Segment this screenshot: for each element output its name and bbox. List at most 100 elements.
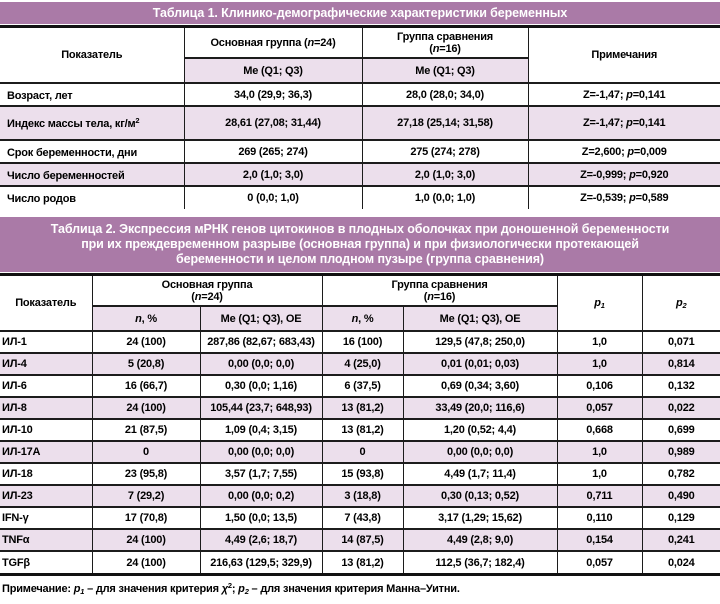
- t2-n2: 0: [321, 440, 404, 464]
- t2-n2: 13 (81,2): [321, 550, 404, 573]
- t2-p1: 0,106: [556, 374, 643, 398]
- t2-header-p2: p2: [641, 276, 720, 332]
- table-row: ИЛ-1 24 (100) 287,86 (82,67; 683,43) 16 …: [0, 330, 720, 354]
- t2-row-label: ИЛ-1: [0, 330, 93, 354]
- t2-p2: 0,989: [641, 440, 720, 464]
- t2-me1: 0,30 (0,0; 1,16): [199, 374, 323, 398]
- t2-row-label: IFN-γ: [0, 506, 93, 530]
- table1-title: Таблица 1. Клинико-демографические харак…: [0, 2, 720, 24]
- t1-comp-value: 2,0 (1,0; 3,0): [361, 162, 529, 187]
- t2-comp-group-count: =16): [433, 290, 456, 303]
- t1-subheader-main: Me (Q1; Q3): [184, 57, 363, 84]
- divider-rule: [0, 25, 720, 28]
- t2-me1: 3,57 (1,7; 7,55): [199, 462, 323, 486]
- table2-title-line1: Таблица 2. Экспрессия мРНК генов цитокин…: [50, 222, 670, 236]
- t2-me2: 33,49 (20,0; 116,6): [402, 396, 558, 420]
- t2-n1: 17 (70,8): [91, 506, 201, 530]
- table-row: Число родов 0 (0,0; 1,0) 1,0 (0,0; 1,0) …: [0, 185, 720, 209]
- t2-p1: 0,154: [556, 528, 643, 552]
- t2-me2: 129,5 (47,8; 250,0): [402, 330, 558, 354]
- t2-row-label: ИЛ-10: [0, 418, 93, 442]
- t1-comp-value: 27,18 (25,14; 31,58): [361, 105, 529, 141]
- p-symbol: p: [594, 296, 601, 309]
- footer-rule: [0, 573, 720, 576]
- t2-me2: 3,17 (1,29; 15,62): [402, 506, 558, 530]
- t2-n2: 3 (18,8): [321, 484, 404, 508]
- t2-me2: 0,30 (0,13; 0,52): [402, 484, 558, 508]
- t2-me1: 216,63 (129,5; 329,9): [199, 550, 323, 573]
- t2-me2: 4,49 (2,8; 9,0): [402, 528, 558, 552]
- table-row: Число беременностей 2,0 (1,0; 3,0) 2,0 (…: [0, 162, 720, 187]
- t2-subheader-n2: n, %: [321, 305, 404, 332]
- t2-p1: 0,057: [556, 396, 643, 420]
- t2-header-p1: p1: [556, 276, 643, 332]
- t2-p1: 1,0: [556, 440, 643, 464]
- t2-p1: 0,668: [556, 418, 643, 442]
- t2-p1: 1,0: [556, 462, 643, 486]
- t2-p2: 0,241: [641, 528, 720, 552]
- t2-n2: 16 (100): [321, 330, 404, 354]
- t2-row-label: ИЛ-6: [0, 374, 93, 398]
- t1-row-label: Число беременностей: [0, 162, 185, 187]
- t2-me2: 0,00 (0,0; 0,0): [402, 440, 558, 464]
- t2-n2: 14 (87,5): [321, 528, 404, 552]
- t2-me1: 4,49 (2,6; 18,7): [199, 528, 323, 552]
- table2-title-line3: беременности и целом плодном пузыре (гру…: [176, 252, 544, 266]
- t1-header-indicator: Показатель: [0, 28, 185, 84]
- t1-header-notes: Примечания: [527, 28, 720, 84]
- t2-me1: 1,09 (0,4; 3,15): [199, 418, 323, 442]
- t2-n1: 7 (29,2): [91, 484, 201, 508]
- divider-rule: [0, 273, 720, 276]
- table-row: Возраст, лет 34,0 (29,9; 36,3) 28,0 (28,…: [0, 82, 720, 107]
- t2-comp-group-label: Группа сравнения: [391, 278, 488, 291]
- table-row: Срок беременности, дни 269 (265; 274) 27…: [0, 139, 720, 164]
- t2-p1: 1,0: [556, 330, 643, 354]
- t2-row-label: ИЛ-18: [0, 462, 93, 486]
- t2-me1: 0,00 (0,0; 0,2): [199, 484, 323, 508]
- paren: (: [429, 42, 433, 55]
- t2-row-label: ИЛ-8: [0, 396, 93, 420]
- t2-n1: 23 (95,8): [91, 462, 201, 486]
- table-row: TGFβ 24 (100) 216,63 (129,5; 329,9) 13 (…: [0, 550, 720, 573]
- table-row: ИЛ-4 5 (20,8) 0,00 (0,0; 0,0) 4 (25,0) 0…: [0, 352, 720, 376]
- t1-main-value: 34,0 (29,9; 36,3): [183, 82, 363, 107]
- t2-me2: 0,69 (0,34; 3,60): [402, 374, 558, 398]
- t2-p2: 0,071: [641, 330, 720, 354]
- t2-p1: 1,0: [556, 352, 643, 376]
- t1-note-value: Z=-1,47; p=0,141: [527, 105, 720, 141]
- t2-p2: 0,782: [641, 462, 720, 486]
- t2-row-label: ИЛ-4: [0, 352, 93, 376]
- table-row: ИЛ-6 16 (66,7) 0,30 (0,0; 1,16) 6 (37,5)…: [0, 374, 720, 398]
- table-row: TNFα 24 (100) 4,49 (2,6; 18,7) 14 (87,5)…: [0, 528, 720, 552]
- t1-comp-group-label: Группа сравнения: [396, 30, 494, 43]
- t1-row-label: Возраст, лет: [0, 82, 185, 107]
- t2-row-label: TNFα: [0, 528, 93, 552]
- paren: (: [423, 290, 428, 303]
- section-gap: [0, 209, 720, 217]
- t2-me1: 105,44 (23,7; 648,93): [199, 396, 323, 420]
- n-symbol: n: [432, 42, 440, 55]
- t2-header-indicator: Показатель: [0, 276, 93, 332]
- t1-comp-value: 275 (274; 278): [361, 139, 529, 164]
- t2-n2: 13 (81,2): [321, 418, 404, 442]
- t2-n1: 24 (100): [91, 330, 201, 354]
- table-row: ИЛ-10 21 (87,5) 1,09 (0,4; 3,15) 13 (81,…: [0, 418, 720, 442]
- t2-me2: 1,20 (0,52; 4,4): [402, 418, 558, 442]
- table2: Показатель Основная группа (n=24) Группа …: [0, 276, 720, 573]
- t2-main-group-label: Основная группа: [161, 278, 253, 291]
- t2-n1: 24 (100): [91, 550, 201, 573]
- t2-p2: 0,699: [641, 418, 720, 442]
- t1-main-value: 2,0 (1,0; 3,0): [183, 162, 363, 187]
- t2-n2: 6 (37,5): [321, 374, 404, 398]
- t1-comp-group-count: =16): [439, 42, 461, 55]
- t2-me2: 0,01 (0,01; 0,03): [402, 352, 558, 376]
- t2-n1: 21 (87,5): [91, 418, 201, 442]
- t2-n1: 0: [91, 440, 201, 464]
- t1-main-value: 28,61 (27,08; 31,44): [183, 105, 363, 141]
- t2-p1: 0,057: [556, 550, 643, 573]
- footnote: Примечание: p1 – для значения критерия χ…: [2, 581, 460, 596]
- t2-p2: 0,129: [641, 506, 720, 530]
- t2-n2: 13 (81,2): [321, 396, 404, 420]
- t2-subheader-n1: n, %: [92, 305, 201, 332]
